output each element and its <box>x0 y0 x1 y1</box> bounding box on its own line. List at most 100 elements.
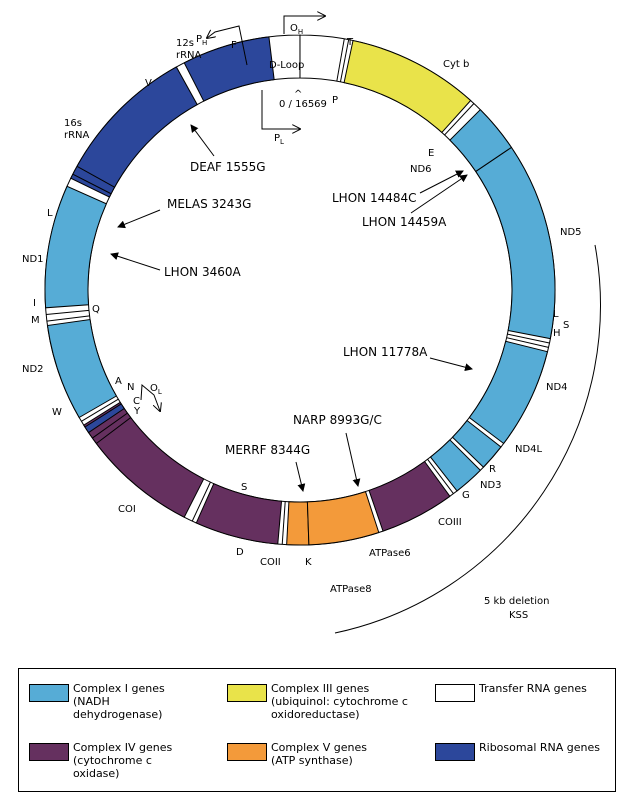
gene-label: 16s rRNA <box>64 118 90 141</box>
deletion-line2: KSS <box>509 610 528 621</box>
gene-segment-coi <box>83 401 205 518</box>
trna-label: H <box>553 328 561 339</box>
ol-arrow <box>140 383 160 411</box>
pl-arrow <box>261 90 300 129</box>
trna-separator <box>72 173 112 195</box>
trna-label: P <box>332 95 338 106</box>
mutation-label: LHON 14484C <box>332 191 417 205</box>
deletion-line1: 5 kb deletion <box>484 596 549 607</box>
legend: Complex I genes (NADH dehydrogenase) Compl… <box>18 668 616 792</box>
trna-label: L <box>47 208 53 219</box>
mutation-label: MELAS 3243G <box>167 197 251 211</box>
small-rrna-segment <box>84 403 125 434</box>
legend-swatch <box>435 684 475 702</box>
legend-text: Complex III genes (ubiquinol: cytochrome … <box>271 682 408 721</box>
trna-label: Y <box>133 406 141 417</box>
trna-separator <box>46 315 90 322</box>
gene-segment-nd1 <box>44 185 107 309</box>
gene-segment-nd4 <box>468 340 549 445</box>
trna-separator <box>191 481 211 522</box>
gene-segment-nd5 <box>475 146 556 340</box>
mutation-arrow <box>419 170 464 194</box>
trna-label: R <box>489 464 496 475</box>
legend-text: Ribosomal RNA genes <box>479 741 600 754</box>
mutation-label: DEAF 1555G <box>190 160 266 174</box>
gene-label: ND2 <box>22 364 44 375</box>
gene-segment-atpase6 <box>306 490 380 546</box>
dloop-label: D-Loop <box>269 60 304 71</box>
trna-label: Q <box>92 304 100 315</box>
mutation-label: LHON 3460A <box>164 265 241 279</box>
legend-text: Complex V genes (ATP synthase) <box>271 741 367 767</box>
trna-separator <box>339 39 350 82</box>
gene-label: COII <box>260 557 281 568</box>
trna-separator <box>444 103 475 136</box>
gene-segment-nd2 <box>46 318 118 419</box>
mutation-arrow <box>410 174 468 214</box>
mutation-label: LHON 14459A <box>362 215 447 229</box>
gene-segment-coiii <box>368 460 451 532</box>
mutation-label: LHON 11778A <box>343 345 428 359</box>
trna-label: M <box>31 315 40 326</box>
mutation-arrow <box>110 252 161 271</box>
trna-label: T <box>346 37 354 48</box>
gene-label: ATPase6 <box>369 548 411 559</box>
trna-separator <box>76 165 115 188</box>
gene-segment-cyt-b <box>343 39 472 134</box>
legend-swatch <box>227 743 267 761</box>
legend-text: Complex IV genes (cytochrome c oxidase) <box>73 741 173 780</box>
trna-label: S <box>563 320 569 331</box>
gene-label: ND4 <box>546 382 568 393</box>
gene-label: ND6 <box>410 164 432 175</box>
gene-segment-coii <box>195 483 283 545</box>
gene-label: COIII <box>438 517 462 528</box>
trna-label: F <box>231 40 237 51</box>
gene-label: 12s rRNA <box>176 38 202 61</box>
origin-label: 0 / 16569 <box>279 99 327 110</box>
gene-segment-nd6 <box>449 108 513 173</box>
trna-label: I <box>33 298 36 309</box>
trna-label: A <box>115 376 122 387</box>
mutation-label: MERRF 8344G <box>225 443 310 457</box>
gene-segment-nd4l <box>451 419 502 468</box>
genome-ring <box>44 34 556 546</box>
gene-segment-atpase8 <box>286 501 310 546</box>
gene-label: ND3 <box>480 480 502 491</box>
gene-labels: 12s rRNA 16s rRNA ND1 ND2 COI COII ATPase8 ATPase… <box>22 23 582 595</box>
trna-label: W <box>52 407 62 418</box>
gene-label: ND4L <box>515 444 543 455</box>
gene-label: ND5 <box>560 227 582 238</box>
ph-label: PH <box>196 34 207 47</box>
ph-arrow <box>207 25 248 66</box>
trna-separator <box>336 38 345 82</box>
trna-separator <box>46 309 90 315</box>
gene-segment-12s-rrna <box>183 36 275 102</box>
ol-label: OL <box>150 383 162 396</box>
deletion-arc <box>334 244 601 634</box>
oh-arrow <box>283 16 325 34</box>
trna-separator <box>507 333 550 344</box>
mtdna-map: 12s rRNA 16s rRNA ND1 ND2 COI COII ATPase8 ATPase… <box>22 0 601 634</box>
trna-label: L <box>553 309 559 320</box>
trna-label: S <box>241 482 247 493</box>
mutation-arrow <box>295 461 306 492</box>
legend-swatch <box>29 743 69 761</box>
legend-text: Complex I genes (NADH dehydrogenase) <box>73 682 165 721</box>
trna-separator <box>281 501 286 545</box>
gene-segment-nd3 <box>429 439 482 492</box>
gene-label: ATPase8 <box>330 584 372 595</box>
legend-text: Transfer RNA genes <box>479 682 587 695</box>
mutation-arrow <box>190 124 215 157</box>
trna-label: N <box>127 382 134 393</box>
legend-swatch <box>435 743 475 761</box>
trna-separator <box>506 337 549 348</box>
origin-caret: ^ <box>294 89 302 100</box>
trna-label: E <box>428 148 434 159</box>
trna-label: D <box>236 547 244 558</box>
trna-label: K <box>305 557 312 568</box>
mutation-label: NARP 8993G/C <box>293 413 382 427</box>
gene-label: COI <box>118 504 136 515</box>
gene-segment-16s-rrna <box>70 66 198 198</box>
legend-swatch <box>227 684 267 702</box>
